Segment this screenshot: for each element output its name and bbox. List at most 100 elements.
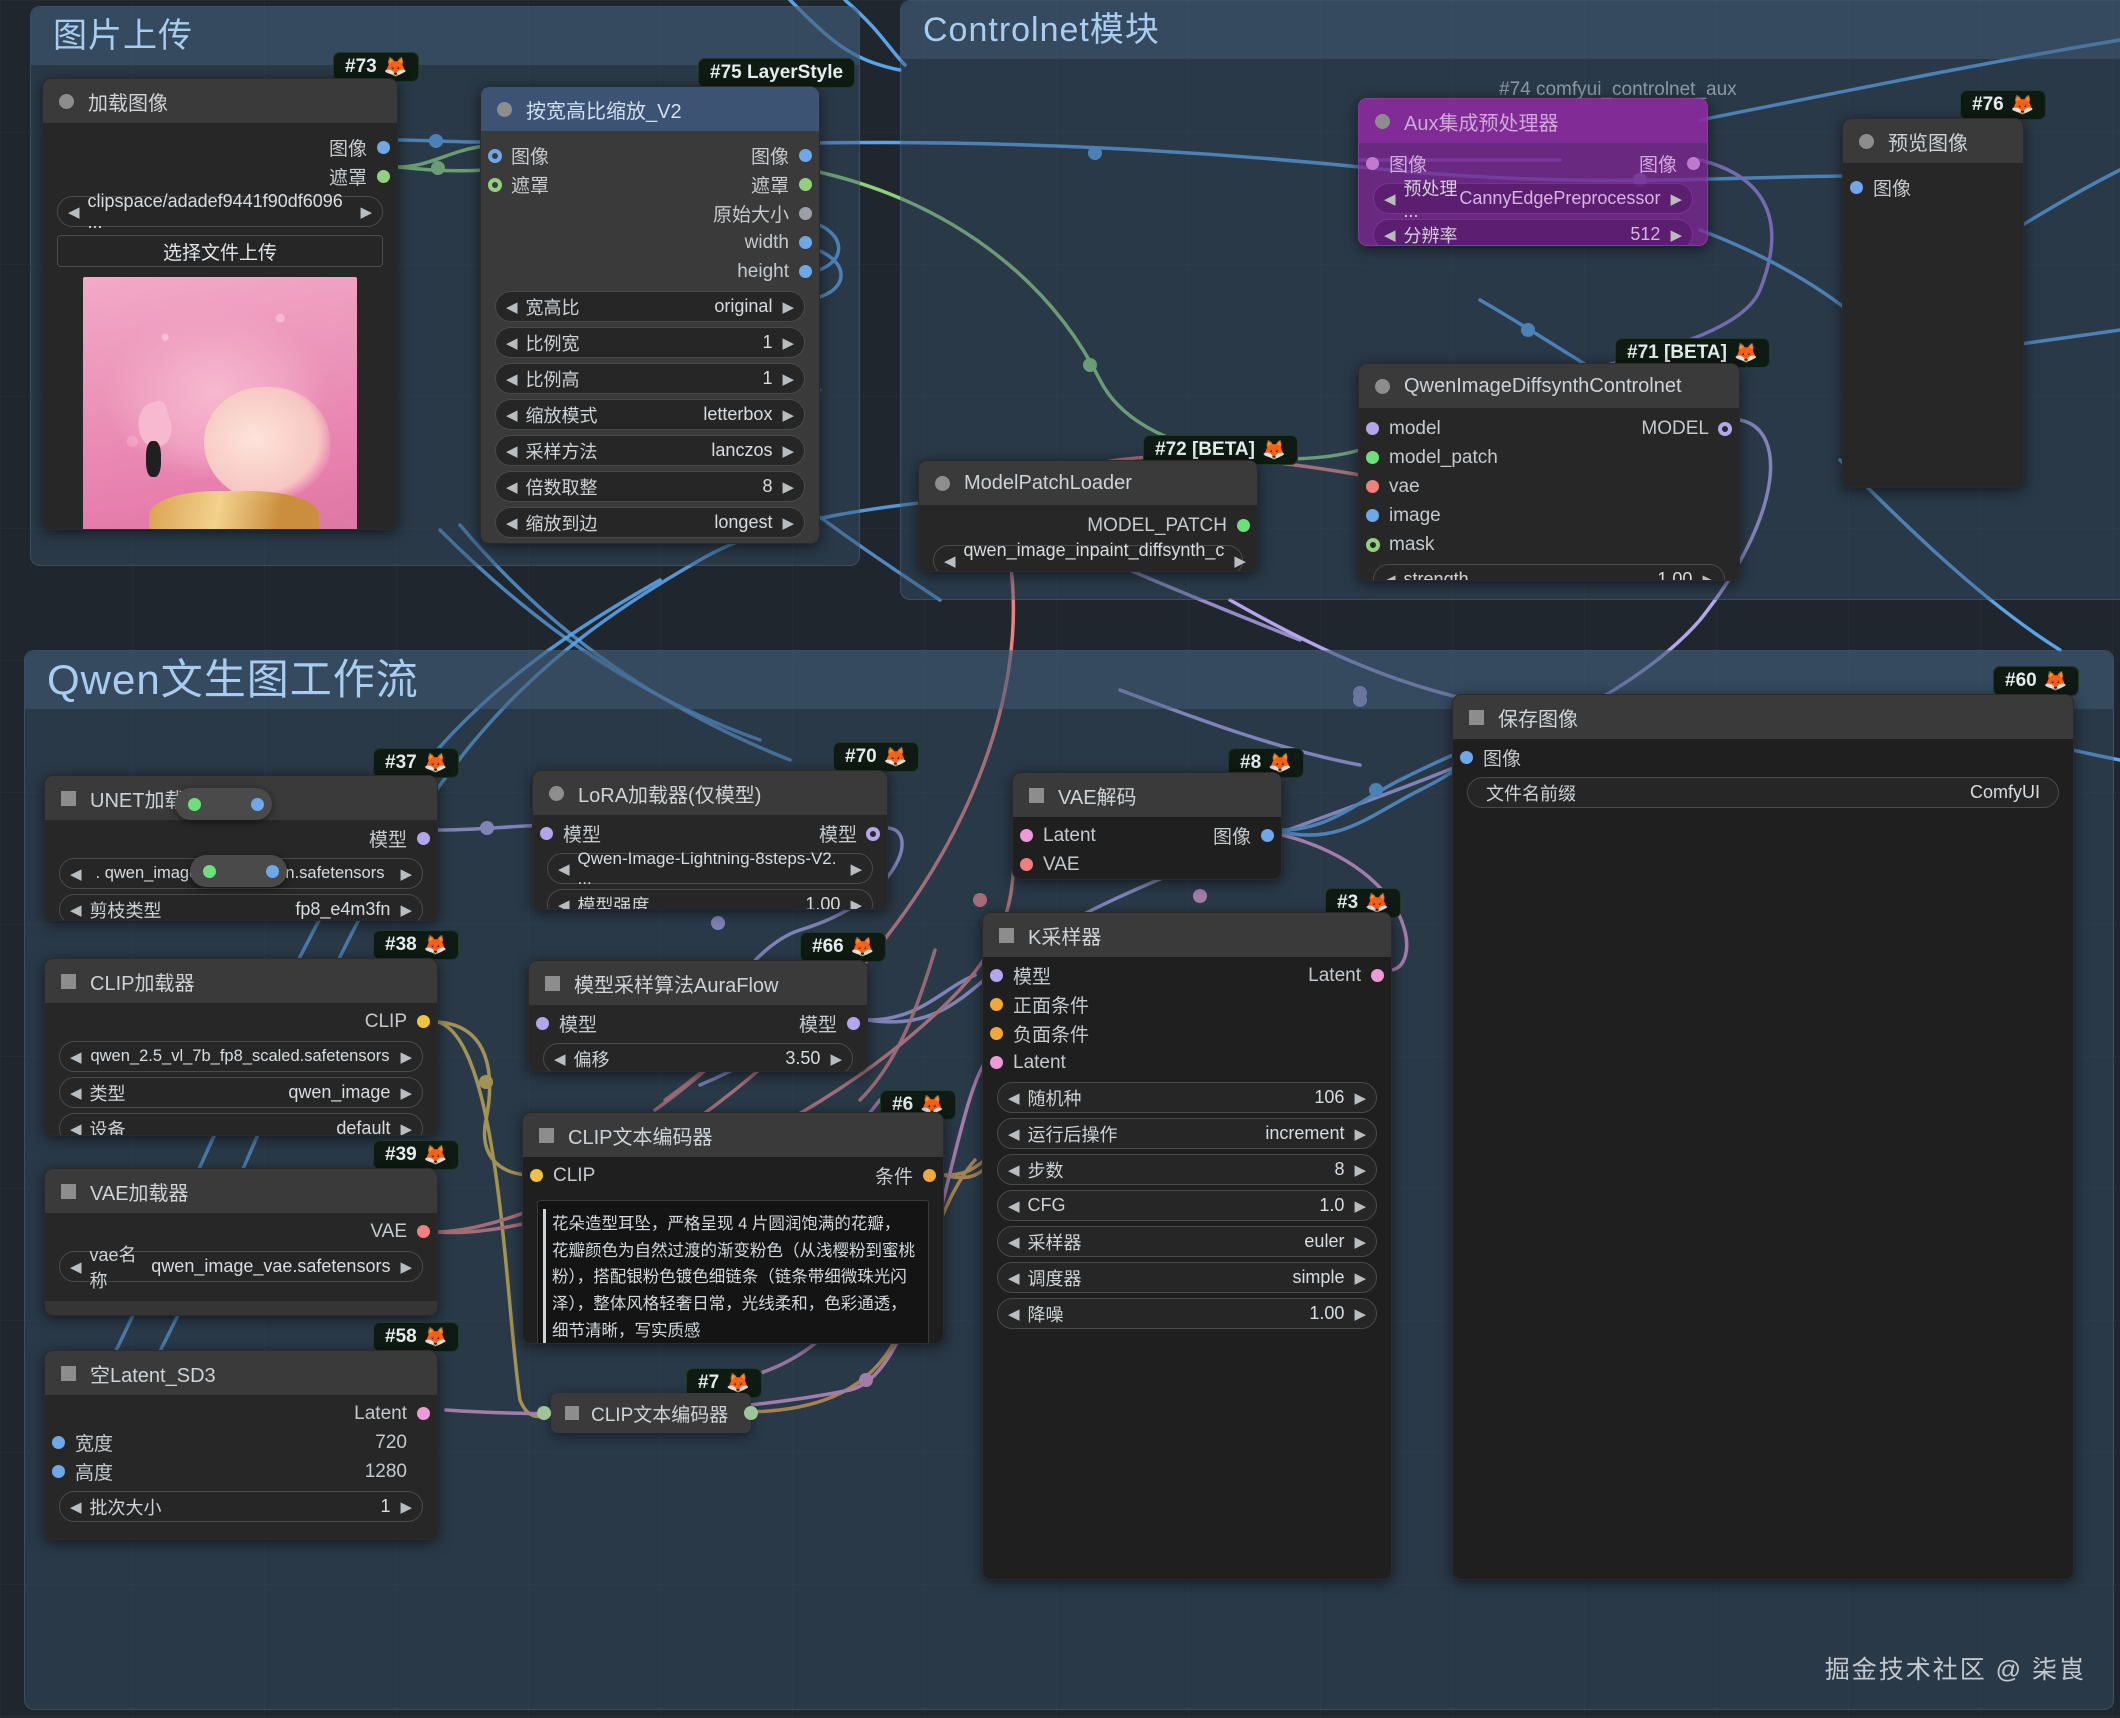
widget-scheduler[interactable]: ◀ 调度器 simple ▶ xyxy=(997,1262,1377,1293)
widget-denoise[interactable]: ◀ 降噪 1.00 ▶ xyxy=(997,1298,1377,1329)
node-ksampler[interactable]: K采样器 模型 Latent 正面条件 负面条件 Latent ◀ xyxy=(982,912,1392,1580)
collapse-dot-icon[interactable] xyxy=(549,785,564,801)
widget-shift[interactable]: ◀ 偏移 3.50 ▶ xyxy=(543,1043,853,1071)
node-scale-by-aspect-v2[interactable]: 按宽高比缩放_V2 图像 图像 遮罩 遮罩 原始大小 width xyxy=(480,86,820,544)
widget-sampler-name[interactable]: ◀ 采样器 euler ▶ xyxy=(997,1226,1377,1257)
pin-height-out[interactable] xyxy=(799,265,812,278)
widget-lora-file[interactable]: ◀ Qwen-Image-Lightning-8steps-V2. ... ▶ xyxy=(547,849,873,888)
chevron-left-icon[interactable]: ◀ xyxy=(944,552,956,570)
chevron-right-icon[interactable]: ▶ xyxy=(1670,226,1682,244)
pin-vae-in[interactable] xyxy=(1366,480,1379,493)
chevron-left-icon[interactable]: ◀ xyxy=(1008,1233,1020,1251)
chevron-left-icon[interactable]: ◀ xyxy=(506,442,518,460)
node-header[interactable]: CLIP文本编码器 xyxy=(523,1113,943,1157)
widget-cfg[interactable]: ◀ CFG 1.0 ▶ xyxy=(997,1190,1377,1221)
chevron-right-icon[interactable]: ▶ xyxy=(782,298,794,316)
chevron-left-icon[interactable]: ◀ xyxy=(70,1120,82,1136)
widget-scale-to-side[interactable]: ◀ 缩放到边 longest ▶ xyxy=(495,507,805,538)
io-row-model[interactable]: 模型 Latent xyxy=(983,961,1391,990)
node-header[interactable]: 保存图像 xyxy=(1453,695,2073,739)
pin-height-in[interactable] xyxy=(52,1465,65,1478)
chevron-right-icon[interactable]: ▶ xyxy=(400,1120,412,1136)
input-slot-vae[interactable]: vae xyxy=(1359,472,1739,501)
chevron-left-icon[interactable]: ◀ xyxy=(1008,1197,1020,1215)
reroute-pin-in-2[interactable] xyxy=(203,865,216,878)
chevron-left-icon[interactable]: ◀ xyxy=(506,406,518,424)
node-aux-preprocessor[interactable]: Aux集成预处理器 图像 图像 ◀ 预处理 ... CannyEdgePrepr… xyxy=(1358,98,1708,246)
pin-latent-in[interactable] xyxy=(990,1056,1003,1069)
collapse-dot-icon[interactable] xyxy=(59,93,74,109)
collapse-square-icon[interactable] xyxy=(61,790,76,806)
image-preview-thumbnail[interactable] xyxy=(83,277,357,529)
io-row-mask[interactable]: 遮罩 遮罩 xyxy=(481,170,819,199)
widget-vae-name[interactable]: ◀ vae名称 qwen_image_vae.safetensors ▶ xyxy=(59,1245,423,1291)
chevron-left-icon[interactable]: ◀ xyxy=(70,1498,82,1516)
node-clip-text-encode-negative-collapsed[interactable]: CLIP文本编码器 xyxy=(551,1393,751,1433)
node-header[interactable]: 模型采样算法AuraFlow xyxy=(529,961,867,1005)
input-slot-height[interactable]: 高度 1280 xyxy=(45,1457,437,1486)
prompt-textarea[interactable]: 花朵造型耳坠，严格呈现 4 片圆润饱满的花瓣，花瓣颜色为自然过渡的渐变粉色（从浅… xyxy=(537,1200,929,1343)
pin-image-out[interactable] xyxy=(377,141,390,154)
reroute-pin-out-2[interactable] xyxy=(266,865,279,878)
node-qwen-diffsynth-controlnet[interactable]: QwenImageDiffsynthControlnet model MODEL… xyxy=(1358,363,1740,581)
widget-steps[interactable]: ◀ 步数 8 ▶ xyxy=(997,1154,1377,1185)
pin-negative-in[interactable] xyxy=(990,1027,1003,1040)
pin-positive-in[interactable] xyxy=(990,998,1003,1011)
collapse-dot-icon[interactable] xyxy=(497,101,512,117)
pin-width-in[interactable] xyxy=(52,1436,65,1449)
pin-clip-out[interactable] xyxy=(417,1015,430,1028)
pin-model-in[interactable] xyxy=(540,827,553,840)
widget-clip-file[interactable]: ◀ qwen_2.5_vl_7b_fp8_scaled.safetensors … xyxy=(59,1041,423,1072)
input-slot-latent[interactable]: Latent xyxy=(983,1048,1391,1077)
chevron-left-icon[interactable]: ◀ xyxy=(558,860,570,878)
output-slot-vae[interactable]: VAE xyxy=(45,1217,437,1246)
chevron-right-icon[interactable]: ▶ xyxy=(1354,1197,1366,1215)
io-row-image[interactable]: 图像 图像 xyxy=(1359,149,1707,178)
chevron-left-icon[interactable]: ◀ xyxy=(70,1258,82,1276)
output-slot-image[interactable]: 图像 xyxy=(43,133,397,162)
output-slot-width[interactable]: width xyxy=(481,228,819,257)
widget-scale-mode[interactable]: ◀ 缩放模式 letterbox ▶ xyxy=(495,399,805,430)
pin-mask-out[interactable] xyxy=(377,170,390,183)
pin-image-out[interactable] xyxy=(1261,829,1274,842)
collapse-dot-icon[interactable] xyxy=(1375,113,1390,129)
input-slot-vae[interactable]: VAE xyxy=(1013,850,1281,879)
chevron-right-icon[interactable]: ▶ xyxy=(782,334,794,352)
chevron-right-icon[interactable]: ▶ xyxy=(782,370,794,388)
chevron-right-icon[interactable]: ▶ xyxy=(782,514,794,532)
widget-filename-prefix[interactable]: 文件名前缀 ComfyUI xyxy=(1467,777,2059,808)
node-header[interactable]: ModelPatchLoader xyxy=(919,461,1257,505)
node-header[interactable]: VAE解码 xyxy=(1013,773,1281,817)
chevron-right-icon[interactable]: ▶ xyxy=(850,896,862,910)
node-header[interactable]: CLIP加载器 xyxy=(45,959,437,1003)
chevron-right-icon[interactable]: ▶ xyxy=(360,203,372,221)
pin-image-in[interactable] xyxy=(1850,181,1863,194)
chevron-left-icon[interactable]: ◀ xyxy=(1008,1125,1020,1143)
collapsed-pin-out[interactable] xyxy=(744,1406,758,1420)
io-row-model[interactable]: 模型 模型 xyxy=(529,1009,867,1038)
collapse-square-icon[interactable] xyxy=(61,1365,76,1381)
io-row-image[interactable]: 图像 图像 xyxy=(481,141,819,170)
chevron-right-icon[interactable]: ▶ xyxy=(1354,1089,1366,1107)
widget-resolution[interactable]: ◀ 分辨率 512 ▶ xyxy=(1373,219,1693,245)
io-row-model[interactable]: 模型 模型 xyxy=(533,819,887,848)
chevron-left-icon[interactable]: ◀ xyxy=(1008,1089,1020,1107)
chevron-left-icon[interactable]: ◀ xyxy=(1008,1269,1020,1287)
chevron-left-icon[interactable]: ◀ xyxy=(70,901,82,919)
node-vae-loader[interactable]: VAE加载器 VAE ◀ vae名称 qwen_image_vae.safete… xyxy=(44,1168,438,1316)
pin-model-out[interactable] xyxy=(417,832,430,845)
io-row-model[interactable]: model MODEL xyxy=(1359,414,1739,443)
pin-mask-in[interactable] xyxy=(488,178,502,192)
collapse-square-icon[interactable] xyxy=(1469,709,1484,725)
node-header[interactable]: K采样器 xyxy=(983,913,1391,957)
widget-clip-type[interactable]: ◀ 类型 qwen_image ▶ xyxy=(59,1077,423,1108)
node-load-image[interactable]: 加载图像 图像 遮罩 ◀ clipspace/adadef9441f90df60… xyxy=(42,78,398,530)
chevron-right-icon[interactable]: ▶ xyxy=(400,901,412,919)
node-empty-latent-sd3[interactable]: 空Latent_SD3 Latent 宽度 720 高度 1280 ◀ 批次大小… xyxy=(44,1350,438,1540)
chevron-right-icon[interactable]: ▶ xyxy=(782,442,794,460)
chevron-left-icon[interactable]: ◀ xyxy=(1384,190,1396,208)
collapsed-pin-in[interactable] xyxy=(537,1406,551,1420)
widget-control-after-generate[interactable]: ◀ 运行后操作 increment ▶ xyxy=(997,1118,1377,1149)
chevron-left-icon[interactable]: ◀ xyxy=(554,1050,566,1068)
chevron-right-icon[interactable]: ▶ xyxy=(1670,190,1682,208)
